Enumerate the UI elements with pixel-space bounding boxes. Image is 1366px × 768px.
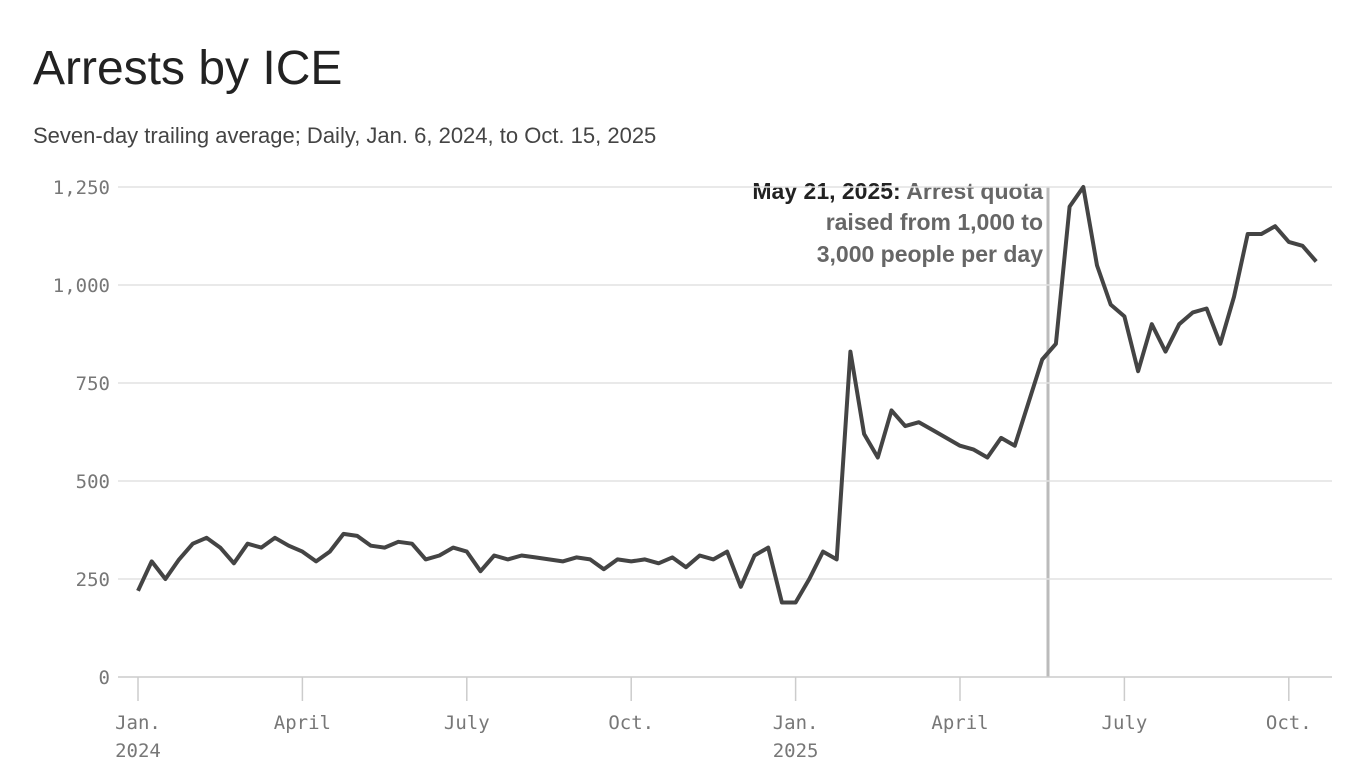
y-tick-label: 250 (76, 569, 110, 591)
y-tick-label: 1,250 (53, 177, 110, 199)
x-tick-label: Jan. 2025 (773, 712, 819, 762)
y-tick-label: 1,000 (53, 275, 110, 297)
annotation-text: 3,000 people per day (817, 241, 1043, 267)
x-tick-label: April (931, 712, 988, 734)
y-tick-label: 500 (76, 471, 110, 493)
x-tick-label: April (274, 712, 331, 734)
annotation: May 21, 2025: Arrest quota raised from 1,… (752, 178, 1043, 267)
y-tick-label: 750 (76, 373, 110, 395)
x-tick-label: July (1102, 712, 1148, 734)
x-tick-label: Jan. 2024 (115, 712, 161, 762)
y-tick-label: 0 (99, 667, 110, 689)
chart-title: Arrests by ICE (33, 42, 342, 95)
chart-subtitle: Seven-day trailing average; Daily, Jan. … (33, 123, 656, 148)
data-line (136, 185, 1318, 605)
annotation-text: May 21, 2025: Arrest quota (752, 178, 1043, 204)
x-tick-label: July (444, 712, 490, 734)
x-tick-label: Oct. (1266, 712, 1312, 734)
annotation-text: raised from 1,000 to (826, 209, 1043, 235)
x-tick-label: Oct. (608, 712, 654, 734)
